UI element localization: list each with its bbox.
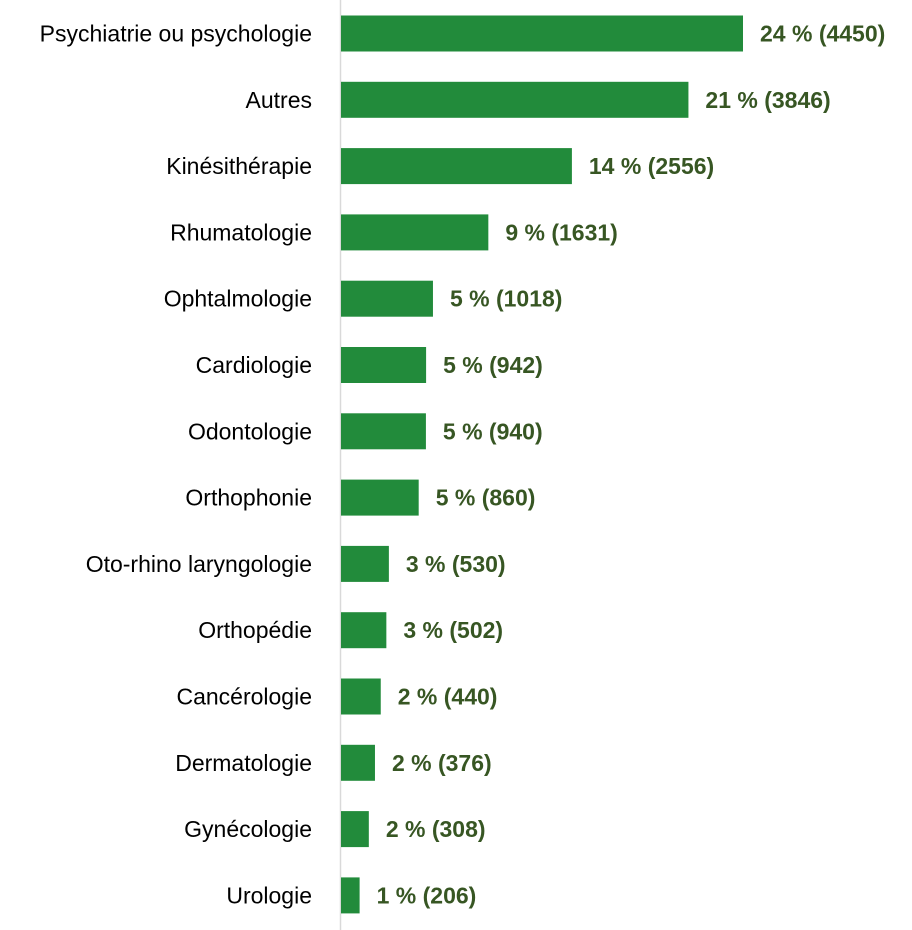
data-label-rhumatologie: 9 % (1631) bbox=[505, 219, 618, 245]
category-label-dermatologie: Dermatologie bbox=[175, 750, 312, 776]
category-label-gynecologie: Gynécologie bbox=[184, 816, 312, 842]
data-label-oto-rhino-laryngologie: 3 % (530) bbox=[406, 551, 506, 577]
category-label-rhumatologie: Rhumatologie bbox=[170, 219, 312, 245]
bar-cancerologie bbox=[341, 678, 381, 715]
category-label-odontologie: Odontologie bbox=[188, 418, 312, 444]
data-label-psychiatrie-ou-psychologie: 24 % (4450) bbox=[760, 21, 885, 47]
category-label-oto-rhino-laryngologie: Oto-rhino laryngologie bbox=[86, 551, 312, 577]
data-label-ophtalmologie: 5 % (1018) bbox=[450, 286, 563, 312]
bar-odontologie bbox=[341, 413, 426, 450]
data-label-dermatologie: 2 % (376) bbox=[392, 750, 492, 776]
bar-gynecologie bbox=[341, 811, 369, 848]
category-label-orthopedie: Orthopédie bbox=[198, 617, 312, 643]
data-label-orthopedie: 3 % (502) bbox=[403, 617, 503, 643]
category-label-ophtalmologie: Ophtalmologie bbox=[164, 286, 312, 312]
data-label-odontologie: 5 % (940) bbox=[443, 418, 543, 444]
bar-dermatologie bbox=[341, 744, 375, 781]
category-label-orthophonie: Orthophonie bbox=[185, 485, 312, 511]
data-label-urologie: 1 % (206) bbox=[377, 882, 477, 908]
category-label-autres: Autres bbox=[246, 87, 312, 113]
bar-cardiologie bbox=[341, 347, 427, 383]
data-label-cardiologie: 5 % (942) bbox=[443, 352, 543, 378]
category-label-kinesitherapie: Kinésithérapie bbox=[166, 153, 312, 179]
data-label-autres: 21 % (3846) bbox=[705, 87, 830, 113]
bar-autres bbox=[341, 81, 689, 118]
data-label-gynecologie: 2 % (308) bbox=[386, 816, 486, 842]
bar-oto-rhino-laryngologie bbox=[341, 545, 389, 582]
bar-orthopedie bbox=[341, 612, 387, 649]
bars-group: Psychiatrie ou psychologie 24 % (4450) Aut… bbox=[40, 15, 885, 914]
category-label-cancerologie: Cancérologie bbox=[176, 684, 312, 710]
data-label-orthophonie: 5 % (860) bbox=[436, 485, 536, 511]
bar-ophtalmologie bbox=[341, 280, 433, 317]
data-label-kinesitherapie: 14 % (2556) bbox=[589, 153, 714, 179]
bar-rhumatologie bbox=[341, 214, 489, 251]
data-label-cancerologie: 2 % (440) bbox=[398, 684, 498, 710]
category-label-cardiologie: Cardiologie bbox=[196, 352, 312, 378]
bar-kinesitherapie bbox=[341, 148, 572, 185]
bar-orthophonie bbox=[341, 479, 419, 516]
bar-urologie bbox=[341, 877, 360, 914]
category-label-urologie: Urologie bbox=[226, 882, 312, 908]
category-label-psychiatrie-ou-psychologie: Psychiatrie ou psychologie bbox=[40, 21, 312, 47]
bar-psychiatrie-ou-psychologie bbox=[341, 15, 743, 52]
